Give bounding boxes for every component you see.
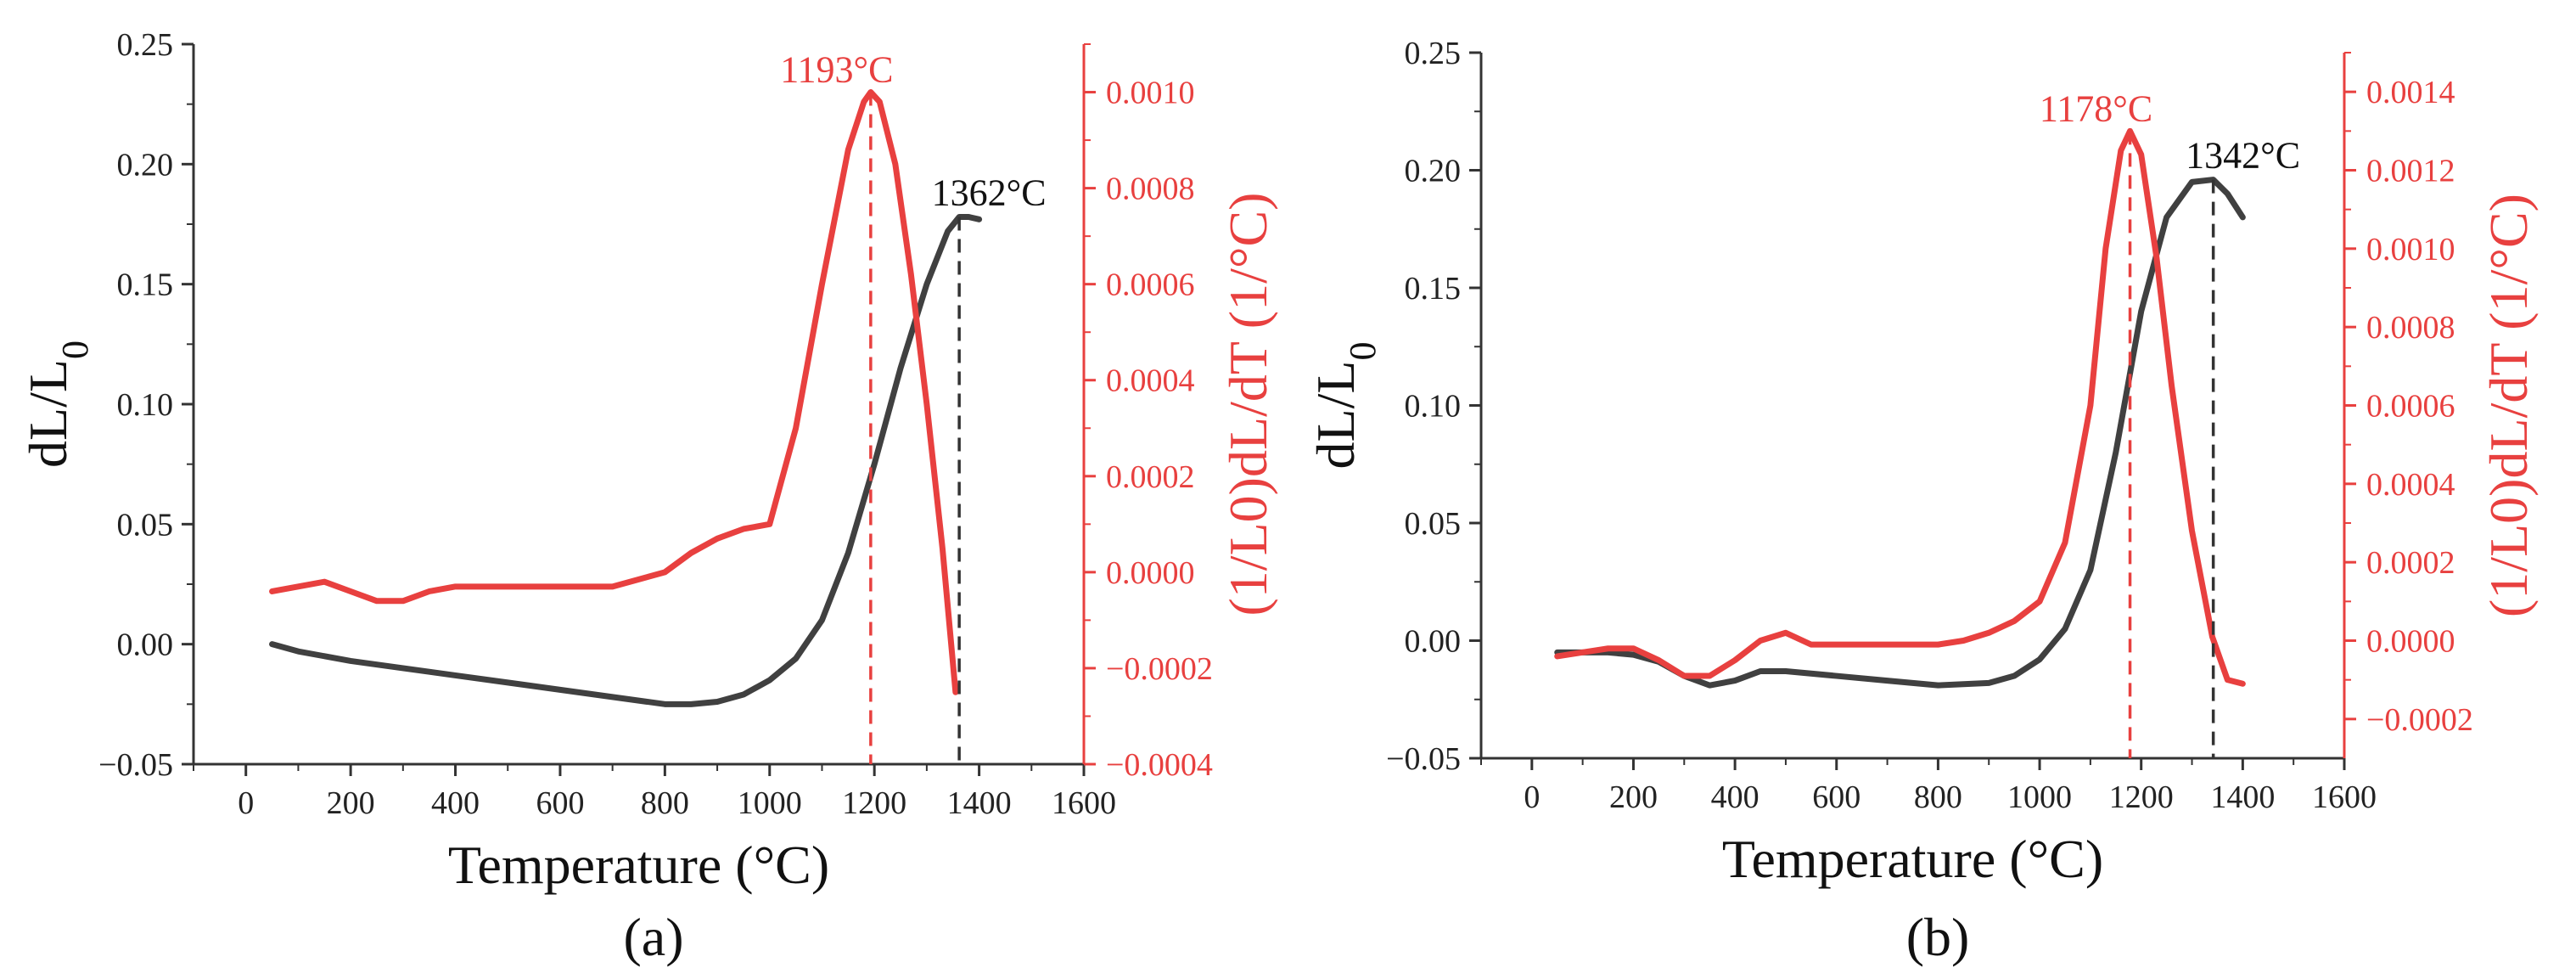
- y2-tick-label: −0.0004: [1106, 747, 1213, 783]
- y2-tick-label: 0.0002: [2366, 545, 2455, 581]
- y-tick-label: 0.15: [117, 267, 174, 303]
- y-tick-label: −0.05: [1386, 741, 1461, 777]
- y2-axis-label: (1/L0)dL/dT (1/°C): [2478, 194, 2539, 617]
- y2-axis-label: (1/L0)dL/dT (1/°C): [1218, 193, 1278, 616]
- y2-tick-label: 0.0002: [1106, 459, 1195, 495]
- x-tick-label: 800: [641, 785, 689, 821]
- y-tick-label: 0.25: [117, 27, 174, 63]
- y2-tick-label: 0.0008: [2366, 310, 2455, 346]
- series-line-derivative: [269, 89, 959, 695]
- y2-tick-label: 0.0000: [2366, 624, 2455, 660]
- x-tick-label: 0: [238, 785, 254, 821]
- x-tick-label: 200: [327, 785, 375, 821]
- y-tick-label: 0.20: [1405, 154, 1462, 189]
- y2-tick-label: −0.0002: [1106, 651, 1213, 687]
- series-line-dl-l0: [1554, 177, 2246, 689]
- y2-tick-label: 0.0014: [2366, 75, 2455, 110]
- x-tick-label: 600: [536, 785, 584, 821]
- y-axis-label-main: dL/L: [18, 359, 78, 468]
- x-tick-label: 200: [1609, 779, 1658, 815]
- y2-tick-label: 0.0004: [2366, 467, 2455, 503]
- y2-tick-label: 0.0010: [1106, 76, 1195, 111]
- y-tick-label: 0.25: [1405, 36, 1462, 71]
- y-tick-label: 0.20: [117, 147, 174, 183]
- y-tick-label: 0.05: [117, 507, 174, 543]
- y-tick-label: 0.05: [1405, 506, 1462, 542]
- panel-label: (a): [623, 907, 683, 967]
- chart-panel-a: 0 200 400 600 800 1000 1200 1400 1600 −0.05 0.00 0.…: [18, 27, 1278, 967]
- x-axis-label: Temperature (°C): [448, 835, 829, 895]
- x-tick-label: 1000: [2007, 779, 2072, 815]
- y-axis-label-sub: 0: [54, 340, 96, 359]
- y2-tick-label: 0.0010: [2366, 232, 2455, 267]
- y2-tick-label: 0.0006: [1106, 267, 1195, 303]
- x-tick-label: 1200: [2109, 779, 2174, 815]
- panel-label: (b): [1906, 907, 1970, 967]
- y-tick-label: 0.10: [117, 387, 174, 423]
- peak-label-derivative: 1178°C: [2040, 87, 2152, 129]
- chart-panel-b: 0 200 400 600 800 1000 1200 1400 1600 −0.05 0.00 0.…: [1305, 36, 2539, 967]
- y2-tick-label: 0.0006: [2366, 389, 2455, 425]
- y-tick-label: 0.00: [1405, 624, 1462, 660]
- y-tick-label: 0.15: [1405, 271, 1462, 307]
- x-tick-label: 600: [1812, 779, 1860, 815]
- x-tick-label: 0: [1524, 779, 1540, 815]
- x-axis-label: Temperature (°C): [1722, 829, 2103, 889]
- y-axis-label-main: dL/L: [1305, 361, 1366, 470]
- x-tick-label: 400: [431, 785, 480, 821]
- x-tick-label: 1000: [738, 785, 802, 821]
- y2-tick-label: −0.0002: [2366, 702, 2473, 738]
- series-line-derivative: [1554, 127, 2246, 687]
- y2-tick-label: 0.0012: [2366, 154, 2455, 189]
- peak-label-dl-l0: 1342°C: [2186, 135, 2300, 177]
- series-line-dl-l0: [269, 214, 983, 707]
- x-tick-label: 1600: [2312, 779, 2377, 815]
- y-tick-label: 0.00: [117, 627, 174, 663]
- y2-tick-label: 0.0004: [1106, 363, 1195, 399]
- y2-tick-label: 0.0000: [1106, 555, 1195, 591]
- y-axis-label: dL/L0: [18, 340, 96, 468]
- peak-label-derivative: 1193°C: [780, 49, 893, 91]
- x-tick-label: 1200: [842, 785, 906, 821]
- y-tick-label: −0.05: [98, 747, 173, 783]
- y2-tick-label: 0.0008: [1106, 172, 1195, 207]
- y-tick-label: 0.10: [1405, 389, 1462, 425]
- x-tick-label: 1400: [947, 785, 1012, 821]
- x-tick-label: 1600: [1052, 785, 1116, 821]
- x-tick-label: 400: [1711, 779, 1759, 815]
- x-tick-label: 1400: [2210, 779, 2275, 815]
- peak-label-dl-l0: 1362°C: [932, 172, 1047, 214]
- x-tick-label: 800: [1914, 779, 1962, 815]
- y-axis-label-sub: 0: [1342, 342, 1383, 361]
- y-axis-label: dL/L0: [1305, 342, 1383, 470]
